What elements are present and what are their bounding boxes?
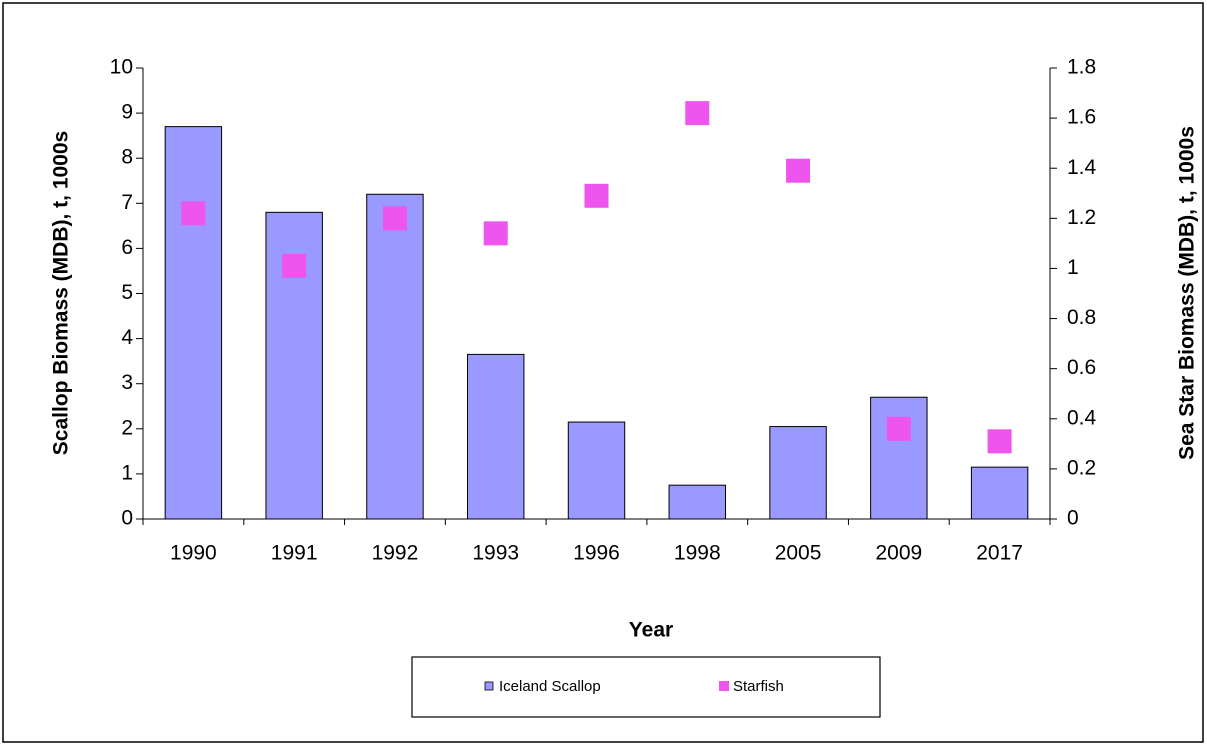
y-tick-label: 7 [121,191,133,214]
y-tick-label: 2 [121,416,133,439]
x-tick-label: 1992 [372,542,419,565]
y2-tick-label: 0.8 [1067,306,1096,329]
y2-tick-label: 1 [1067,256,1079,279]
x-tick-label: 1990 [170,542,217,565]
y2-tick-label: 1.8 [1067,56,1096,79]
marker [584,183,609,208]
x-tick-label: 2005 [775,542,822,565]
marker [282,253,307,278]
marker [685,101,710,126]
legend-swatch [484,681,494,691]
x-tick-label: 2009 [875,542,922,565]
bar [970,466,1029,520]
x-tick-label: 1991 [271,542,318,565]
bar [870,396,928,520]
bar [467,353,525,520]
marker [483,221,508,246]
y2-tick-label: 0.2 [1067,456,1096,479]
bar [366,193,424,520]
y-tick-label: 9 [121,101,133,124]
legend-box [411,656,881,718]
y-tick-label: 1 [121,461,133,484]
y2-tick-label: 0.6 [1067,356,1096,379]
legend-label: Iceland Scallop [499,678,601,695]
y2-tick-label: 0.4 [1067,406,1097,429]
y2-axis-title: Sea Star Biomass (MDB), t, 1000s [1176,126,1199,460]
marker [382,206,407,231]
x-tick-label: 2017 [976,542,1023,565]
legend-label: Starfish [733,678,784,695]
bar [567,421,626,520]
y-axis-title: Scallop Biomass (MDB), t, 1000s [50,131,73,455]
y-tick-label: 8 [121,146,133,169]
marker [181,201,206,226]
y-tick-label: 3 [121,371,133,394]
y-tick-label: 10 [110,56,133,79]
x-tick-label: 1993 [472,542,519,565]
x-tick-label: 1996 [573,542,620,565]
bar [668,484,726,520]
marker [886,416,911,441]
y-tick-label: 4 [121,326,133,349]
y2-tick-label: 0 [1067,507,1079,530]
bar [769,426,827,520]
x-tick-label: 1998 [674,542,721,565]
y-tick-label: 0 [121,507,133,530]
y-tick-label: 6 [121,236,133,259]
y2-tick-label: 1.4 [1067,156,1097,179]
y2-tick-label: 1.2 [1067,206,1096,229]
y-tick-label: 5 [121,281,133,304]
y2-tick-label: 1.6 [1067,106,1096,129]
marker [786,158,811,183]
x-axis-title: Year [629,619,673,642]
legend-swatch [719,681,729,691]
marker [987,429,1012,454]
bar [164,126,223,520]
